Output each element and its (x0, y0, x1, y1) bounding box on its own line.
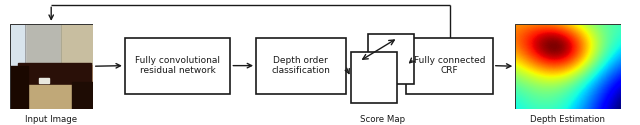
Bar (72, 82, 93, 109)
Bar (406, 38, 493, 94)
Bar (61, 24, 93, 63)
Bar (351, 52, 397, 102)
Text: Input Image: Input Image (25, 115, 77, 124)
Bar (368, 34, 414, 84)
Bar (18, 63, 91, 85)
Text: Depth order
classification: Depth order classification (271, 56, 330, 75)
Bar (10, 24, 24, 83)
Text: Score Map: Score Map (360, 115, 405, 124)
Text: Fully connected
CRF: Fully connected CRF (414, 56, 485, 75)
Text: Depth Estimation: Depth Estimation (531, 115, 605, 124)
Bar (10, 24, 24, 83)
Bar (125, 38, 230, 94)
Bar (39, 78, 49, 83)
Bar (256, 38, 346, 94)
Bar (10, 64, 93, 109)
Bar (24, 85, 74, 109)
Bar (10, 66, 28, 109)
Bar (10, 24, 93, 64)
Text: Fully convolutional
residual network: Fully convolutional residual network (135, 56, 220, 75)
Bar (61, 24, 93, 63)
